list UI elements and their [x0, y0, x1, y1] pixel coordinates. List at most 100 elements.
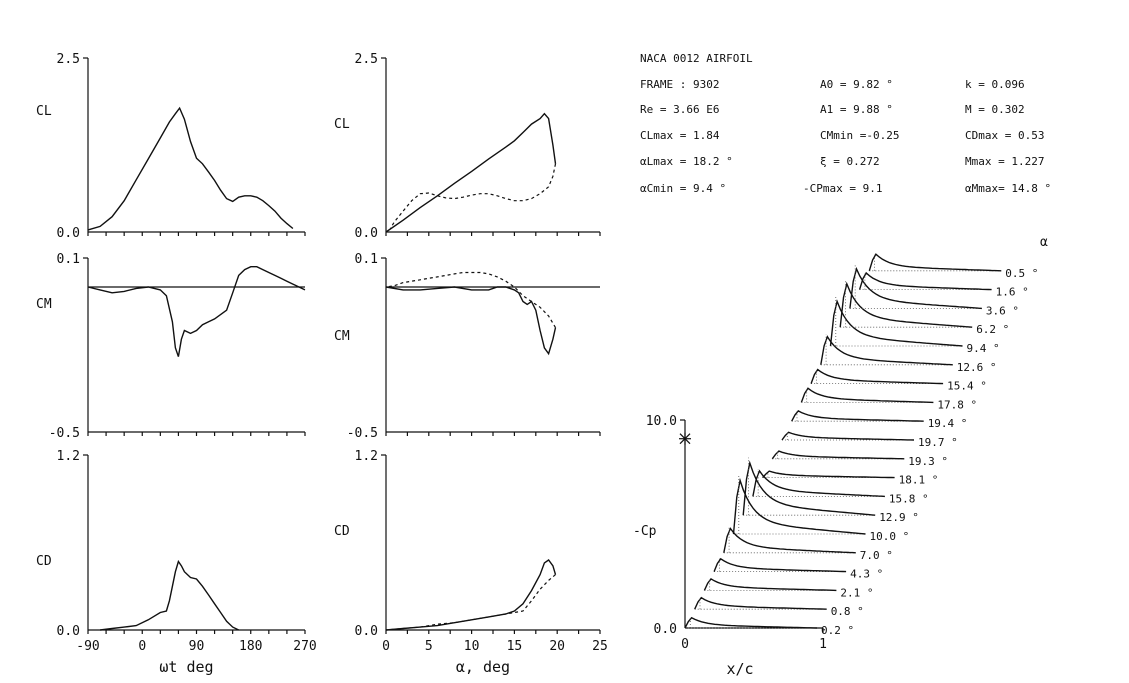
- header-title: NACA 0012 AIRFOIL: [640, 52, 753, 65]
- cp-curve-12: 15.8 °: [752, 469, 929, 505]
- alpha-label: 12.6 °: [957, 361, 997, 374]
- y-tick-label: -0.5: [347, 426, 378, 441]
- y-axis-label: CM: [334, 329, 350, 344]
- header-xi: ξ = 0.272: [820, 155, 880, 168]
- series-line-solid: [385, 286, 557, 356]
- cp-curve-17: 2.1 °: [703, 577, 874, 599]
- x-tick-label: -90: [76, 639, 99, 654]
- cp-y-axis-label: -Cp: [633, 524, 657, 539]
- x-tick-label: 10: [464, 639, 480, 654]
- cd-vs-wt-chart: 0.0 1.2 CD -90 0 90 180 270 ωt deg: [36, 449, 317, 676]
- cp-curve-11: 18.1 °: [762, 470, 939, 487]
- cp-curve-1: 1.6 °: [858, 271, 1029, 299]
- cp-curve-9: 19.7 °: [781, 431, 958, 449]
- y-tick-label: 0.1: [355, 252, 378, 267]
- cp-curve-10: 19.3 °: [771, 450, 948, 468]
- cm-vs-wt-chart: -0.5 0.1 CM: [36, 252, 306, 441]
- alpha-legend-title: α: [1040, 235, 1048, 250]
- alpha-label: 1.6 °: [996, 286, 1029, 299]
- cp-curve-13: 12.9 °: [742, 457, 919, 524]
- y-tick-label: 0.1: [57, 252, 80, 267]
- header-a1: A1 = 9.88 °: [820, 103, 893, 116]
- y-axis-label: CM: [36, 297, 52, 312]
- alpha-label: 4.3 °: [850, 568, 883, 581]
- y-tick-label: 0.0: [355, 624, 378, 639]
- y-axis-label: CD: [36, 554, 52, 569]
- cp-curve-6: 15.4 °: [810, 368, 987, 393]
- cp-curve-7: 17.8 °: [800, 387, 977, 411]
- series-line-dashed: [385, 271, 557, 328]
- y-tick-label: 2.5: [57, 52, 80, 67]
- header-clmax: CLmax = 1.84: [640, 129, 720, 142]
- cp-curve-0: 0.5 °: [868, 253, 1038, 280]
- series-line-solid: [385, 112, 557, 233]
- cl-vs-alpha-chart: 0.0 2.5 CL: [334, 52, 601, 241]
- header-mmax: Mmax = 1.227: [965, 155, 1044, 168]
- alpha-label: 9.4 °: [967, 342, 1000, 355]
- cp-curve-8: 19.4 °: [791, 410, 968, 430]
- cd-vs-alpha-chart: 0.0 1.2 CD 0 5 10 15 20 25 α, deg: [334, 449, 608, 676]
- y-axis-label: CL: [36, 104, 52, 119]
- alpha-label: 15.8 °: [889, 492, 929, 505]
- cp-curve-3: 6.2 °: [839, 279, 1009, 336]
- cp-curve-15: 7.0 °: [723, 526, 893, 562]
- alpha-label: 12.9 °: [879, 511, 919, 524]
- cp-curve-4: 9.4 °: [829, 297, 1000, 355]
- series-line-solid: [100, 559, 240, 631]
- cp-curve-2: 3.6 °: [849, 265, 1019, 317]
- alpha-label: 19.4 °: [928, 417, 968, 430]
- x-tick-label: 20: [549, 639, 565, 654]
- series-line-solid: [87, 106, 294, 231]
- cp-curve-5: 12.6 °: [820, 334, 997, 374]
- alpha-label: 17.8 °: [937, 398, 977, 411]
- header-cdmax: CDmax = 0.53: [965, 129, 1044, 142]
- alpha-label: 7.0 °: [860, 549, 893, 562]
- y-tick-label: 1.2: [57, 449, 80, 464]
- series-line-dashed: [385, 574, 556, 631]
- y-tick-label: -0.5: [49, 426, 80, 441]
- y-tick-label: 2.5: [355, 52, 378, 67]
- x-tick-label: 25: [592, 639, 608, 654]
- header-cpmax: -CPmax = 9.1: [803, 182, 882, 195]
- alpha-label: 3.6 °: [986, 304, 1019, 317]
- alpha-label: 10.0 °: [870, 530, 910, 543]
- x-tick-label: 5: [425, 639, 433, 654]
- y-tick-label: 0.0: [355, 226, 378, 241]
- x-tick-label: 0: [138, 639, 146, 654]
- x-tick-label: 15: [507, 639, 523, 654]
- parameter-header: NACA 0012 AIRFOIL FRAME : 9302 A0 = 9.82…: [640, 52, 1051, 195]
- cp-curve-19: 0.2 °: [684, 616, 854, 637]
- series-line-solid: [385, 559, 557, 631]
- header-a0: A0 = 9.82 °: [820, 78, 893, 91]
- alpha-label: 19.3 °: [908, 455, 948, 468]
- y-tick-label: 0.0: [57, 226, 80, 241]
- y-axis-label: CD: [334, 524, 350, 539]
- header-k: k = 0.096: [965, 78, 1025, 91]
- y-tick-label: 0.0: [57, 624, 80, 639]
- x-tick-label: 270: [293, 639, 316, 654]
- header-alpha-mmax: αMmax= 14.8 °: [965, 182, 1051, 195]
- header-re: Re = 3.66 E6: [640, 103, 719, 116]
- alpha-label: 6.2 °: [976, 323, 1009, 336]
- x-axis-label: ωt deg: [159, 658, 213, 676]
- header-mach: M = 0.302: [965, 103, 1025, 116]
- alpha-label: 0.5 °: [1005, 267, 1038, 280]
- y-tick-label: 1.2: [355, 449, 378, 464]
- x-tick-label: 180: [239, 639, 262, 654]
- cp-curve-16: 4.3 °: [713, 557, 883, 581]
- y-axis-label: CL: [334, 117, 350, 132]
- cl-vs-wt-chart: 0.0 2.5 CL: [36, 52, 306, 241]
- cp-waterfall-chart: 0.0 10.0 -Cp 0 1 x/c α 0.2 ° 0.8 ° 2.1 ° 4.3 ° 7.0 …: [633, 235, 1048, 678]
- x-tick-label: 90: [189, 639, 205, 654]
- cm-vs-alpha-chart: -0.5 0.1 CM: [334, 252, 601, 441]
- alpha-label: 0.2 °: [821, 624, 854, 637]
- alpha-label: 18.1 °: [899, 474, 939, 487]
- series-line-solid: [87, 266, 306, 357]
- cp-max-marker: [679, 432, 691, 445]
- header-alpha-lmax: αLmax = 18.2 °: [640, 155, 733, 168]
- header-frame: FRAME : 9302: [640, 78, 719, 91]
- cp-x-tick-label: 0: [681, 637, 689, 652]
- cp-curve-18: 0.8 °: [694, 596, 864, 618]
- alpha-label: 19.7 °: [918, 436, 958, 449]
